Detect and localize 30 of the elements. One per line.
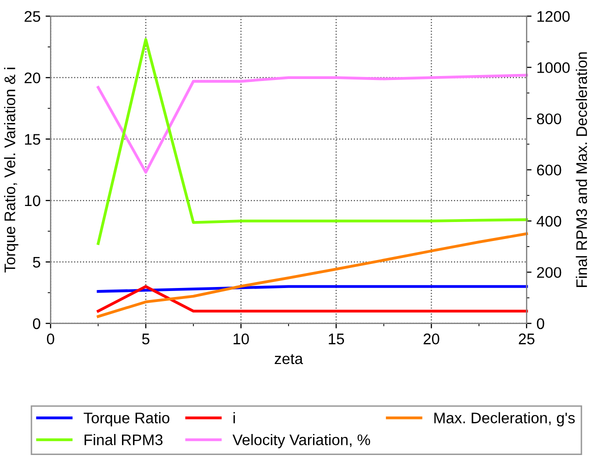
x-tick-label: 25 [518, 334, 534, 344]
y-tick-label: 25 [24, 11, 40, 22]
line-series [96, 38, 528, 245]
x-tick-label: 20 [424, 334, 440, 344]
x-tick-label: 0 [46, 334, 54, 344]
y-tick-label: 0 [32, 318, 40, 330]
x-axis-title: zeta [274, 354, 304, 364]
y-tick-label: 10 [25, 195, 40, 206]
line-series [96, 232, 528, 318]
x-tick-label: 5 [142, 334, 150, 344]
y2-axis-title: Final RPM3 and Max. Deceleration [576, 52, 588, 287]
y2-tick-label: 1200 [537, 11, 570, 22]
y-tick-label: 20 [24, 72, 40, 84]
x-tick-label: 10 [234, 334, 249, 344]
y2-tick-label: 400 [536, 216, 562, 227]
x-tick-label: 15 [328, 334, 344, 344]
legend-label: Max. Decleration, g's [434, 412, 575, 426]
y-tick-label: 5 [32, 256, 40, 268]
legend-label: Velocity Variation, % [232, 434, 370, 448]
y2-tick-label: 0 [536, 318, 544, 330]
legend-label: Final RPM3 [84, 434, 163, 446]
y-axis-title: Torque Ratio, Vel. Variation & i [4, 68, 18, 272]
y2-tick-label: 800 [536, 113, 562, 124]
y2-tick-label: 200 [537, 267, 562, 278]
legend-label: Torque Ratio [84, 412, 170, 426]
y-tick-label: 15 [25, 134, 40, 145]
y2-tick-label: 600 [537, 164, 562, 176]
legend-label: i [234, 412, 235, 424]
line-series [96, 74, 528, 174]
y2-tick-label: 1000 [537, 62, 570, 74]
